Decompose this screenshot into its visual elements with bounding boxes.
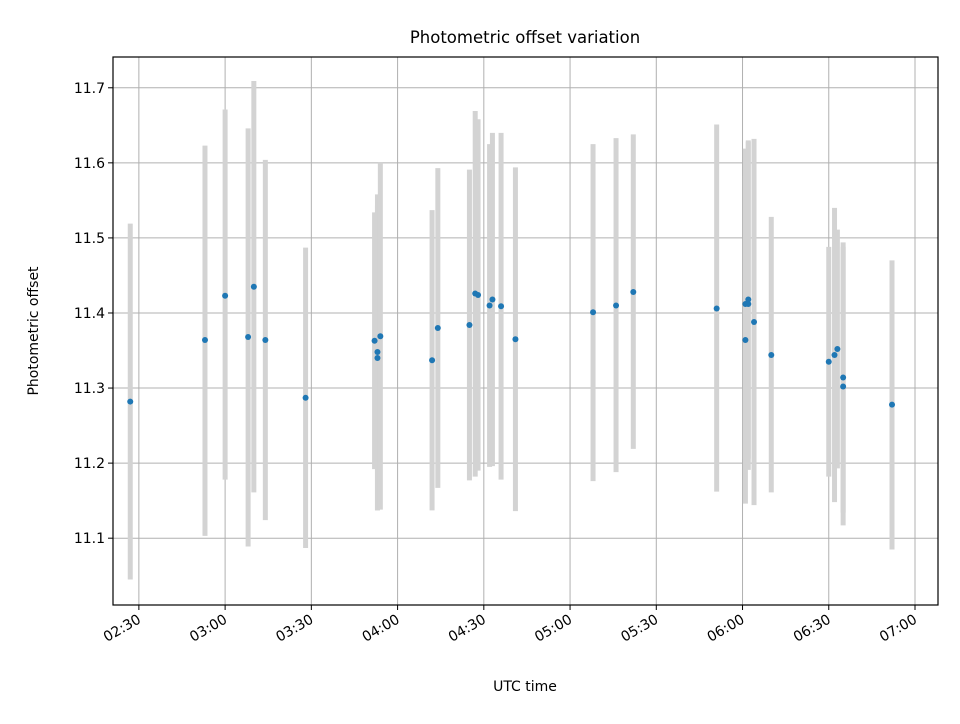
data-point	[834, 346, 841, 353]
data-point	[831, 352, 838, 359]
data-point	[889, 401, 896, 408]
data-point	[745, 296, 752, 303]
data-point	[302, 394, 309, 401]
data-point	[434, 324, 441, 331]
data-point	[498, 303, 505, 310]
data-point	[768, 352, 775, 359]
data-point	[222, 292, 229, 299]
data-point	[245, 334, 252, 341]
data-point	[374, 349, 381, 356]
y-tick-label: 11.4	[74, 306, 105, 322]
y-tick-label: 11.2	[74, 456, 105, 472]
data-point	[613, 302, 620, 309]
y-tick-label: 11.5	[74, 231, 105, 247]
data-point	[486, 302, 493, 309]
data-point	[590, 309, 597, 316]
y-axis-label: Photometric offset	[26, 266, 42, 396]
y-tick-label: 11.6	[74, 156, 105, 172]
data-point	[377, 333, 384, 340]
data-point	[745, 300, 752, 307]
data-points	[127, 283, 896, 408]
data-point	[374, 355, 381, 362]
data-point	[840, 383, 847, 390]
data-point	[262, 337, 269, 344]
data-point	[475, 291, 482, 298]
data-point	[127, 398, 134, 405]
y-tick-label: 11.7	[74, 81, 105, 97]
data-point	[201, 337, 208, 344]
data-point	[371, 337, 378, 344]
data-point	[742, 337, 749, 344]
data-point	[429, 357, 436, 364]
chart-title: Photometric offset variation	[410, 28, 640, 47]
data-point	[466, 321, 473, 328]
data-point	[751, 318, 758, 325]
data-point	[250, 283, 257, 290]
plot-frame	[112, 56, 939, 606]
data-point	[489, 296, 496, 303]
y-tick-label: 11.1	[74, 531, 105, 547]
data-point	[713, 305, 720, 312]
y-tick-label: 11.3	[74, 381, 105, 397]
data-point	[630, 288, 637, 295]
data-point	[840, 374, 847, 381]
y-axis-ticks: 11.1 11.2 11.3 11.4 11.5 11.6 11.7	[74, 81, 113, 547]
x-axis-label: UTC time	[493, 679, 557, 695]
data-point	[512, 336, 519, 343]
data-point	[825, 358, 832, 365]
